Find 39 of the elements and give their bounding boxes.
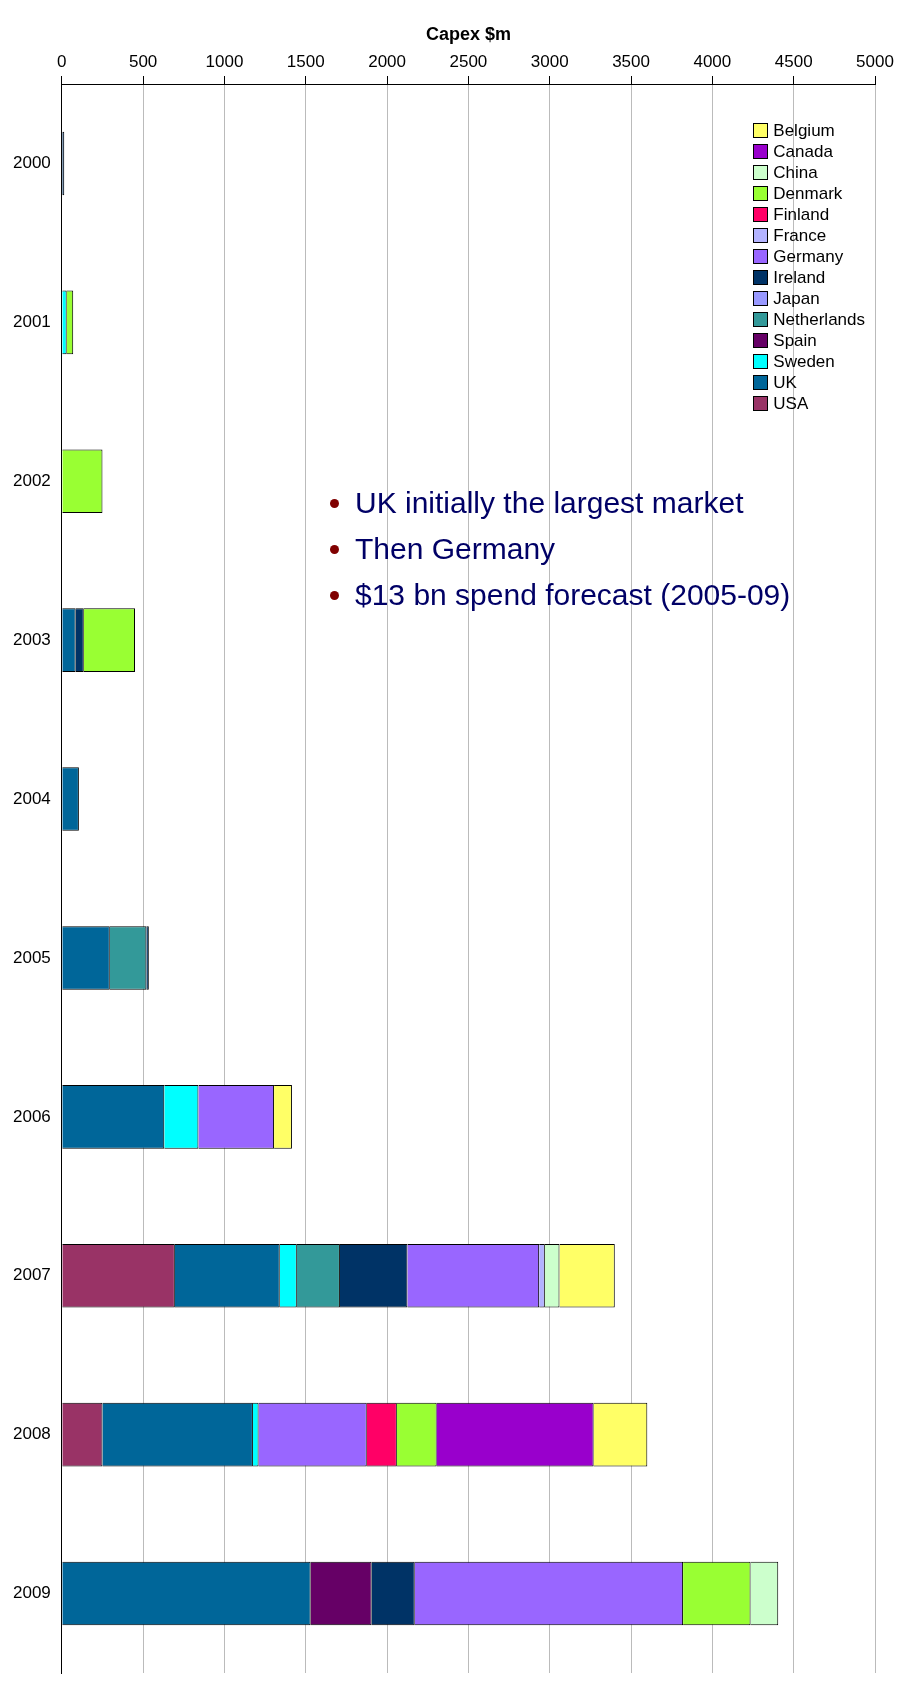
y-tick-label: 2000 <box>12 153 51 173</box>
y-tick-label: 2003 <box>12 629 51 649</box>
legend-label: Germany <box>773 246 844 267</box>
x-tick-label: 0 <box>57 52 67 72</box>
x-tick-label: 2500 <box>449 52 488 72</box>
y-tick-label: 2001 <box>12 312 51 332</box>
x-tick-label: 3000 <box>530 52 569 72</box>
legend-label: USA <box>773 393 809 414</box>
legend-label: Netherlands <box>773 309 865 330</box>
annotation: Then Germany <box>355 531 556 567</box>
x-tick-label: 2000 <box>368 52 407 72</box>
x-tick-label: 3500 <box>612 52 650 72</box>
x-tick-label: 4500 <box>774 52 813 72</box>
x-tick-label: 5000 <box>856 52 894 72</box>
annotation: UK initially the largest market <box>355 485 744 521</box>
x-tick-label: 1000 <box>205 52 244 72</box>
legend-label: France <box>773 225 827 246</box>
annotation: $13 bn spend forecast (2005-09) <box>355 577 791 613</box>
x-axis-title: Capex $m <box>425 23 511 44</box>
y-tick-label: 2008 <box>12 1424 51 1444</box>
legend-label: Canada <box>773 141 833 162</box>
y-tick-label: 2002 <box>12 470 51 490</box>
legend-label: Spain <box>773 330 817 351</box>
y-tick-label: 2007 <box>12 1265 51 1285</box>
x-tick-label: 500 <box>128 52 158 72</box>
x-tick-label: 1500 <box>286 52 325 72</box>
legend-label: Ireland <box>773 267 826 288</box>
y-tick-label: 2005 <box>12 947 51 967</box>
legend-label: Finland <box>773 204 830 225</box>
legend-label: Sweden <box>773 351 835 372</box>
legend-label: Denmark <box>773 183 843 204</box>
legend-label: Japan <box>773 288 820 309</box>
legend-label: China <box>773 162 818 183</box>
legend-label: Belgium <box>773 120 835 141</box>
legend-label: UK <box>773 372 797 393</box>
y-tick-label: 2009 <box>12 1583 51 1603</box>
y-tick-label: 2006 <box>12 1106 51 1126</box>
y-tick-label: 2004 <box>12 788 51 808</box>
x-tick-label: 4000 <box>693 52 732 72</box>
